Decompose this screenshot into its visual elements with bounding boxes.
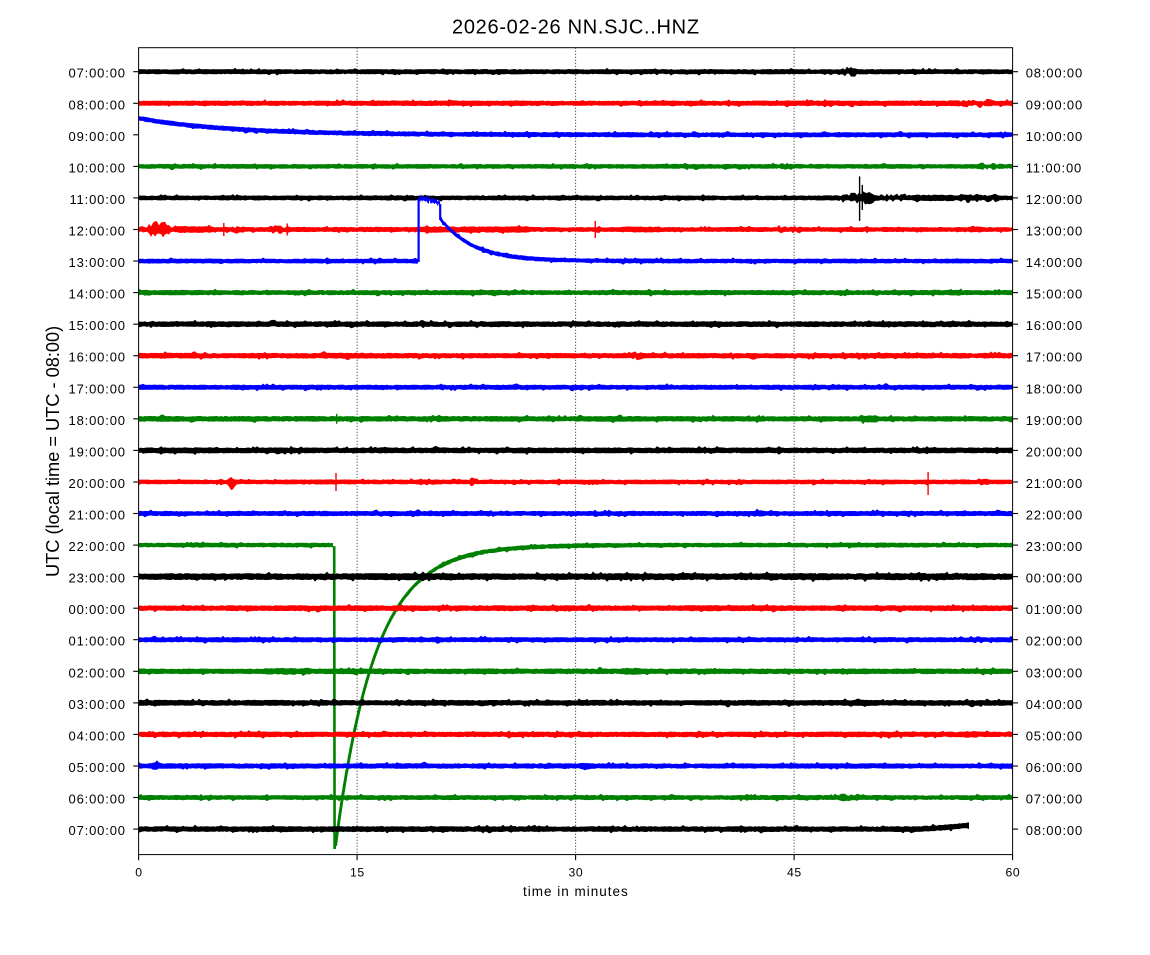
svg-text:21:00:00: 21:00:00	[1026, 476, 1083, 491]
svg-text:02:00:00: 02:00:00	[1026, 634, 1083, 649]
svg-text:0: 0	[135, 866, 142, 880]
svg-text:2026-02-26 NN.SJC..HNZ: 2026-02-26 NN.SJC..HNZ	[452, 16, 700, 38]
svg-text:08:00:00: 08:00:00	[1026, 66, 1083, 81]
svg-text:23:00:00: 23:00:00	[68, 571, 125, 586]
svg-text:02:00:00: 02:00:00	[68, 665, 125, 680]
svg-text:11:00:00: 11:00:00	[69, 192, 125, 207]
svg-text:10:00:00: 10:00:00	[1026, 129, 1083, 144]
svg-text:13:00:00: 13:00:00	[1026, 224, 1083, 239]
svg-text:08:00:00: 08:00:00	[68, 97, 125, 112]
svg-text:17:00:00: 17:00:00	[68, 381, 125, 396]
svg-text:21:00:00: 21:00:00	[68, 508, 125, 523]
svg-text:time in minutes: time in minutes	[523, 884, 629, 899]
svg-text:03:00:00: 03:00:00	[68, 697, 125, 712]
svg-text:22:00:00: 22:00:00	[1026, 508, 1083, 523]
svg-text:60: 60	[1006, 866, 1021, 880]
svg-text:16:00:00: 16:00:00	[68, 350, 125, 365]
svg-text:07:00:00: 07:00:00	[68, 823, 125, 838]
svg-text:15: 15	[350, 866, 365, 880]
svg-text:17:00:00: 17:00:00	[1026, 350, 1083, 365]
svg-text:05:00:00: 05:00:00	[1026, 728, 1083, 743]
svg-text:19:00:00: 19:00:00	[68, 444, 125, 459]
svg-text:30: 30	[569, 866, 584, 880]
svg-text:15:00:00: 15:00:00	[68, 318, 125, 333]
svg-text:18:00:00: 18:00:00	[68, 413, 125, 428]
svg-text:20:00:00: 20:00:00	[1026, 444, 1083, 459]
svg-text:03:00:00: 03:00:00	[1026, 665, 1083, 680]
svg-text:06:00:00: 06:00:00	[68, 792, 125, 807]
svg-text:08:00:00: 08:00:00	[1026, 823, 1083, 838]
svg-text:12:00:00: 12:00:00	[68, 224, 125, 239]
svg-text:22:00:00: 22:00:00	[68, 539, 125, 554]
svg-text:16:00:00: 16:00:00	[1026, 318, 1083, 333]
svg-text:00:00:00: 00:00:00	[68, 602, 125, 617]
svg-text:09:00:00: 09:00:00	[68, 129, 125, 144]
svg-text:06:00:00: 06:00:00	[1026, 760, 1083, 775]
svg-text:19:00:00: 19:00:00	[1026, 413, 1083, 428]
svg-text:23:00:00: 23:00:00	[1026, 539, 1083, 554]
svg-text:UTC (local time = UTC - 08:00): UTC (local time = UTC - 08:00)	[43, 326, 63, 577]
svg-text:14:00:00: 14:00:00	[1026, 255, 1083, 270]
svg-text:09:00:00: 09:00:00	[1026, 97, 1083, 112]
svg-text:14:00:00: 14:00:00	[68, 287, 125, 302]
svg-text:00:00:00: 00:00:00	[1026, 571, 1083, 586]
svg-text:01:00:00: 01:00:00	[1026, 602, 1083, 617]
svg-text:18:00:00: 18:00:00	[1026, 381, 1083, 396]
svg-text:13:00:00: 13:00:00	[68, 255, 125, 270]
svg-text:20:00:00: 20:00:00	[68, 476, 125, 491]
svg-text:15:00:00: 15:00:00	[1026, 287, 1083, 302]
svg-text:11:00:00: 11:00:00	[1026, 160, 1082, 175]
svg-text:10:00:00: 10:00:00	[68, 160, 125, 175]
svg-text:04:00:00: 04:00:00	[68, 728, 125, 743]
svg-text:07:00:00: 07:00:00	[68, 66, 125, 81]
svg-text:07:00:00: 07:00:00	[1026, 792, 1083, 807]
svg-text:04:00:00: 04:00:00	[1026, 697, 1083, 712]
svg-text:12:00:00: 12:00:00	[1026, 192, 1083, 207]
svg-text:45: 45	[787, 866, 802, 880]
svg-text:05:00:00: 05:00:00	[68, 760, 125, 775]
svg-text:01:00:00: 01:00:00	[68, 634, 125, 649]
